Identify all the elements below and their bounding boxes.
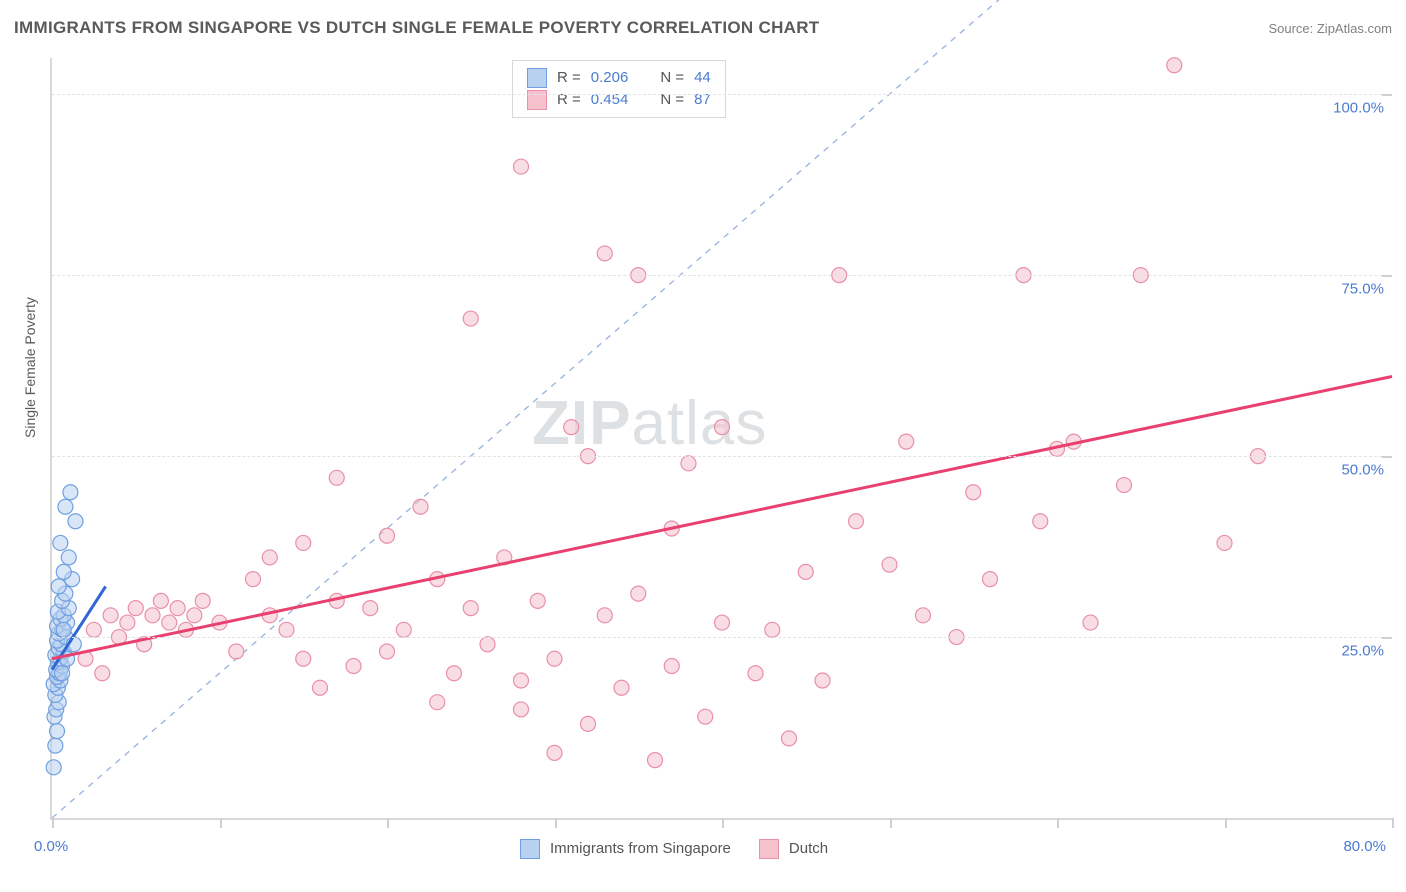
r-value-1: 0.206 — [591, 67, 629, 89]
x-tick-mark — [1057, 818, 1059, 828]
gridline-h — [52, 275, 1392, 276]
plot-area: ZIPatlas R = 0.206 N = 44 R = 0.454 N = … — [50, 58, 1392, 820]
y-tick-mark — [1382, 275, 1392, 277]
legend-bottom-label-2: Dutch — [789, 838, 828, 860]
n-value-1: 44 — [694, 67, 711, 89]
n-value-2: 87 — [694, 89, 711, 111]
y-tick-mark — [1382, 94, 1392, 96]
x-tick-mark — [722, 818, 724, 828]
swatch-bottom-1 — [520, 839, 540, 859]
x-tick-mark — [1392, 818, 1394, 828]
plot-svg — [52, 58, 1392, 818]
n-label-2: N = — [660, 89, 684, 111]
y-tick-label: 25.0% — [1341, 643, 1394, 660]
r-label-1: R = — [557, 67, 581, 89]
source-label: Source: ZipAtlas.com — [1268, 21, 1392, 36]
gridline-h — [52, 456, 1392, 457]
x-min-label: 0.0% — [34, 838, 68, 855]
legend-bottom-label-1: Immigrants from Singapore — [550, 838, 731, 860]
legend-bottom: Immigrants from Singapore Dutch — [520, 838, 828, 860]
x-tick-mark — [1225, 818, 1227, 828]
legend-row-series2: R = 0.454 N = 87 — [527, 89, 711, 111]
x-tick-mark — [52, 818, 54, 828]
gridline-h — [52, 94, 1392, 95]
x-tick-mark — [890, 818, 892, 828]
chart-header: IMMIGRANTS FROM SINGAPORE VS DUTCH SINGL… — [14, 18, 1392, 38]
r-value-2: 0.454 — [591, 89, 629, 111]
gridline-h — [52, 637, 1392, 638]
chart-title: IMMIGRANTS FROM SINGAPORE VS DUTCH SINGL… — [14, 18, 819, 38]
legend-bottom-item-1: Immigrants from Singapore — [520, 838, 731, 860]
y-tick-label: 75.0% — [1341, 281, 1394, 298]
swatch-bottom-2 — [759, 839, 779, 859]
legend-correlation-box: R = 0.206 N = 44 R = 0.454 N = 87 — [512, 60, 726, 118]
y-axis-title: Single Female Poverty — [22, 297, 38, 438]
x-max-label: 80.0% — [1343, 838, 1386, 855]
y-tick-mark — [1382, 637, 1392, 639]
n-label-1: N = — [660, 67, 684, 89]
y-tick-label: 100.0% — [1333, 100, 1394, 117]
swatch-series1 — [527, 68, 547, 88]
x-tick-mark — [387, 818, 389, 828]
x-tick-mark — [555, 818, 557, 828]
y-tick-mark — [1382, 456, 1392, 458]
legend-bottom-item-2: Dutch — [759, 838, 828, 860]
swatch-series2 — [527, 90, 547, 110]
y-tick-label: 50.0% — [1341, 462, 1394, 479]
r-label-2: R = — [557, 89, 581, 111]
x-tick-mark — [220, 818, 222, 828]
legend-row-series1: R = 0.206 N = 44 — [527, 67, 711, 89]
